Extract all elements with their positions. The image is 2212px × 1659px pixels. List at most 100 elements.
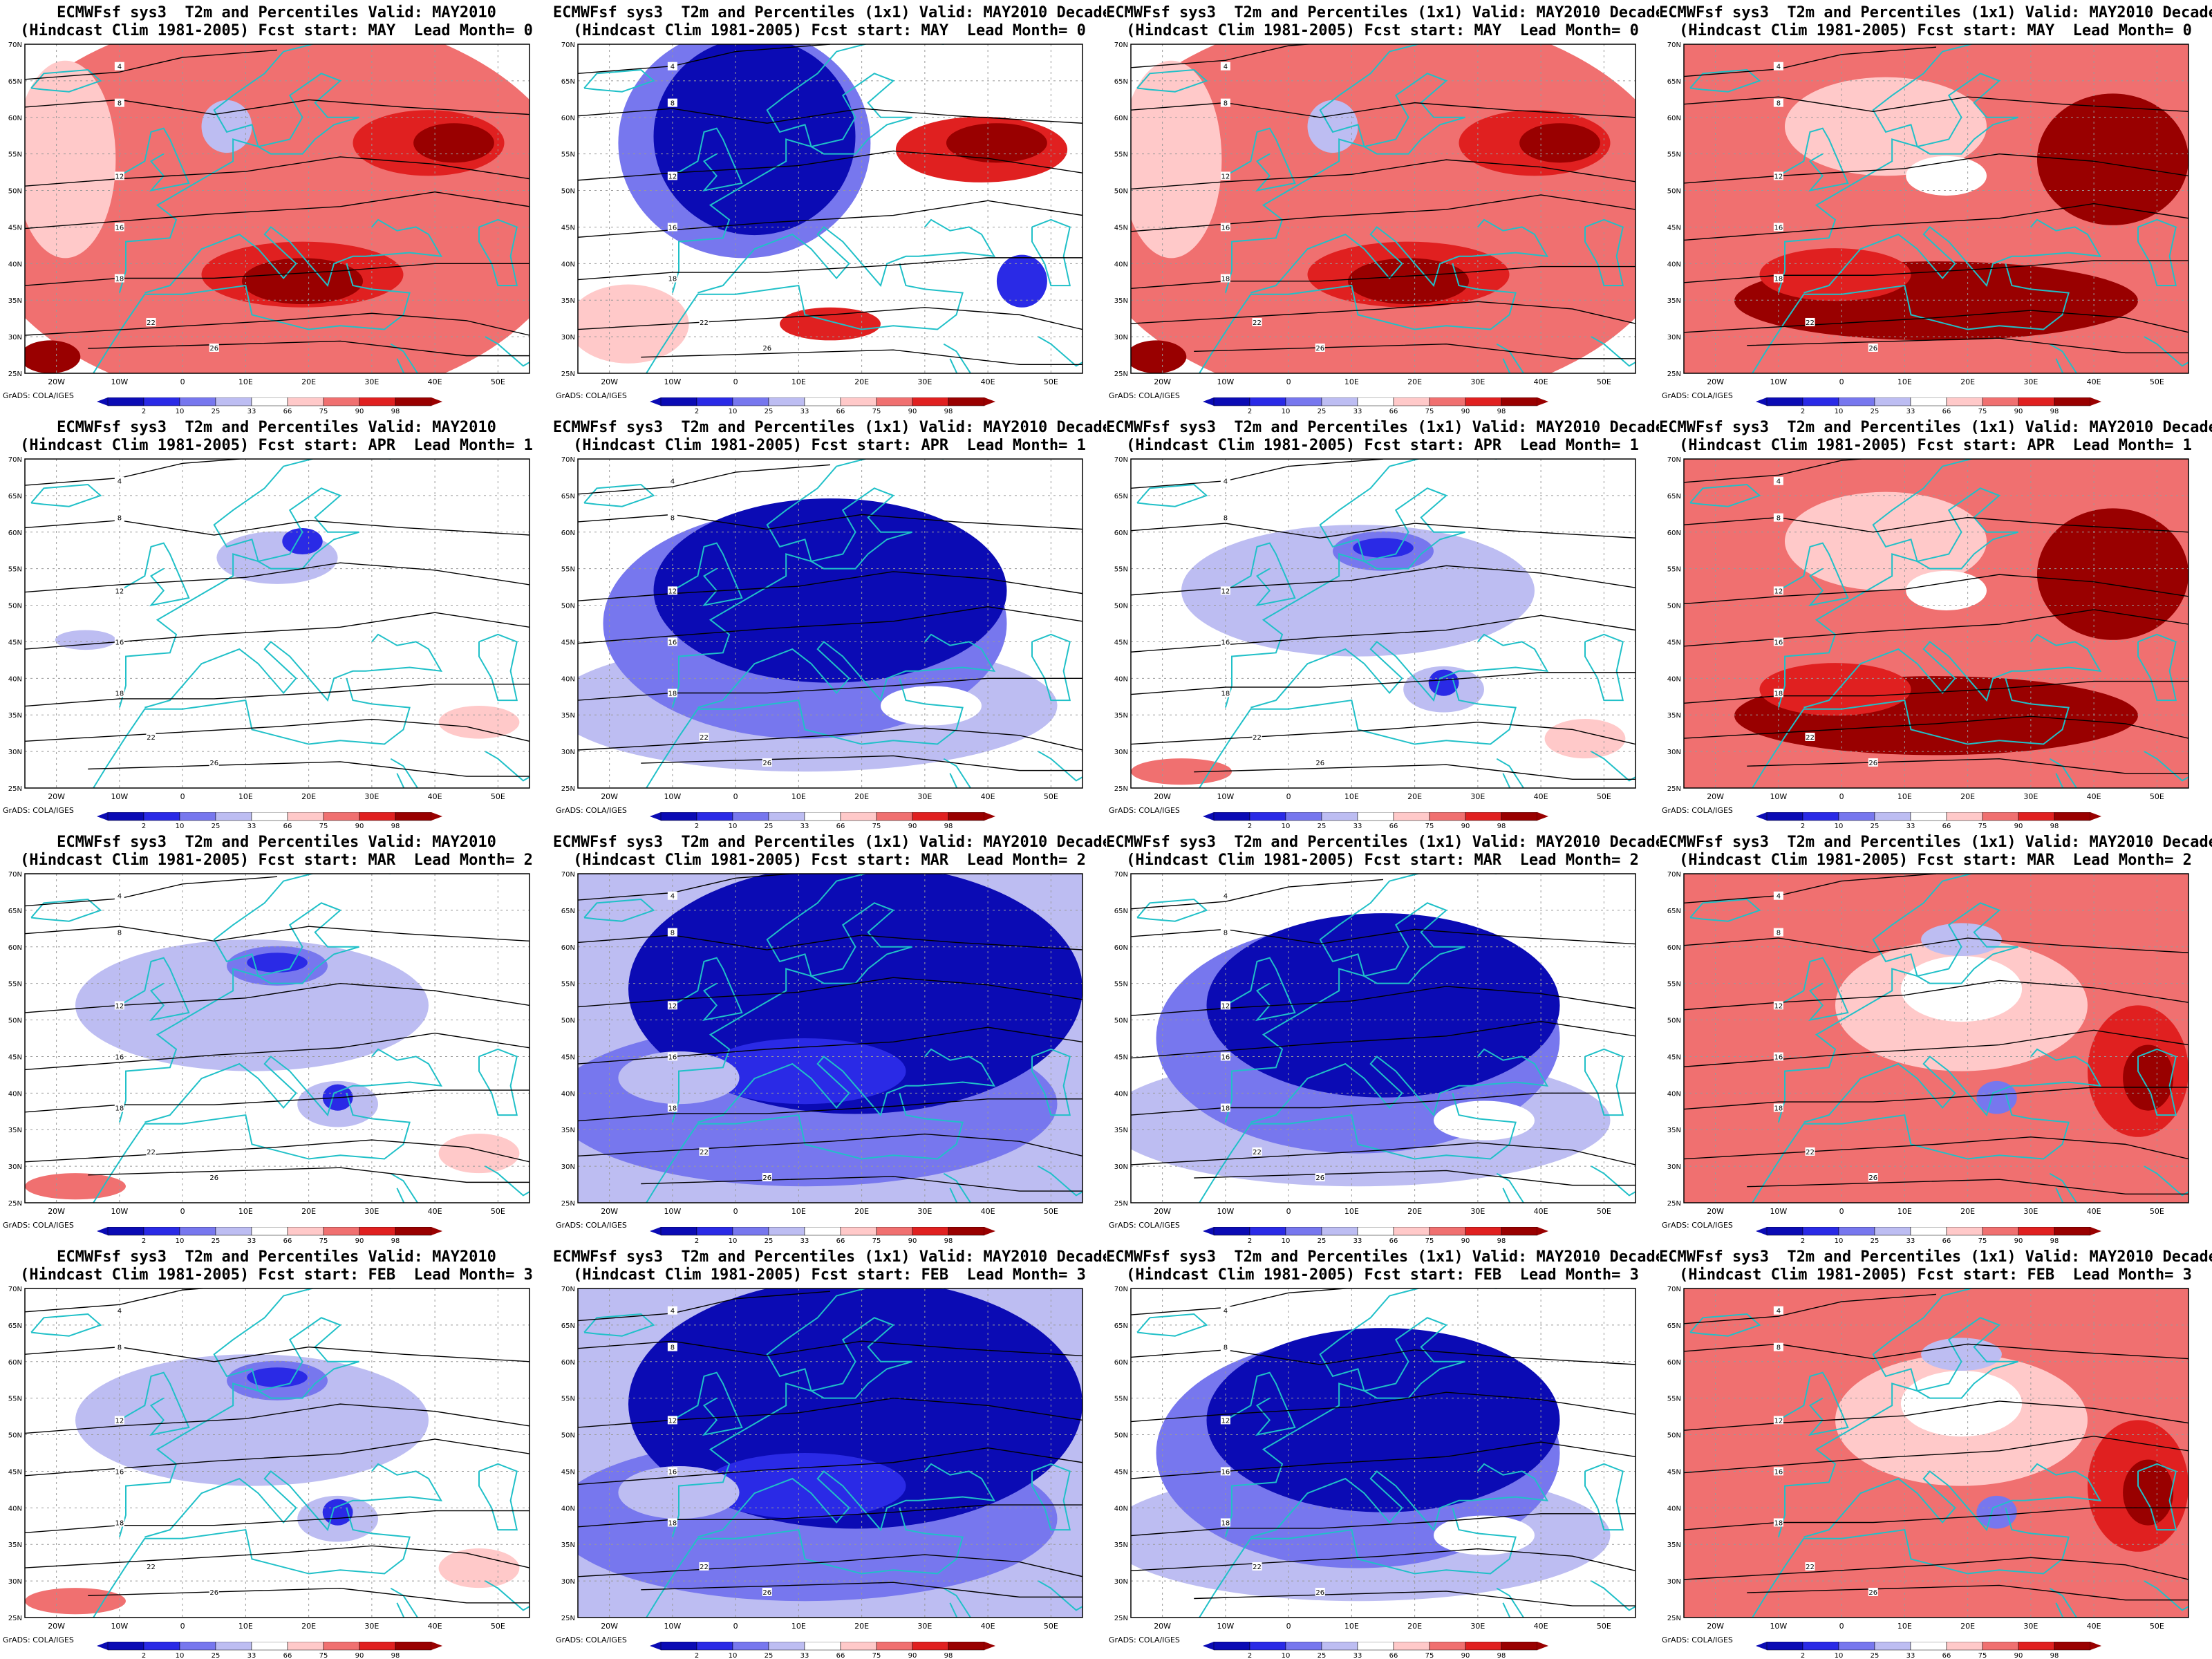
percentile-shading	[1519, 123, 1600, 163]
colorbar-label: 25	[1871, 823, 1880, 829]
longitude-label: 50E	[491, 377, 505, 386]
colorbar-label: 75	[1425, 408, 1434, 414]
colorbar-segment	[2054, 1227, 2091, 1236]
colorbar: 2 10 25 33 66 75 90 98	[650, 1227, 995, 1244]
map-frame	[1683, 458, 2189, 789]
colorbar-segment	[1393, 812, 1430, 821]
temperature-contour	[641, 1176, 1082, 1192]
colorbar-arrow-high	[2090, 397, 2101, 406]
contour-label: 16	[1774, 224, 1783, 232]
latitude-label: 50N	[1667, 188, 1681, 196]
colorbar-label: 10	[729, 408, 738, 414]
coastline	[2144, 336, 2188, 367]
colorbar-segment	[1802, 397, 1839, 406]
colorbar-label: 66	[836, 1237, 845, 1244]
colorbar: 2 10 25 33 66 75 90 98	[650, 812, 995, 829]
contour-label: 26	[762, 1589, 771, 1597]
contour-label: 12	[115, 1417, 124, 1425]
colorbar-segment	[1802, 1642, 1839, 1651]
temperature-contour	[1684, 1507, 2188, 1530]
coastline	[478, 633, 518, 702]
latitude-label: 40N	[8, 261, 22, 268]
contour-label-bg	[1773, 171, 1783, 180]
temperature-contour	[25, 876, 278, 907]
colorbar-segment	[1501, 397, 1538, 406]
coastline	[2049, 758, 2078, 788]
latitude-label: 55N	[561, 151, 575, 159]
colorbar-label: 25	[1318, 1652, 1327, 1658]
coastline	[390, 343, 419, 373]
colorbar-label: 25	[1871, 1237, 1880, 1244]
latitude-label: 70N	[561, 1286, 575, 1293]
colorbar-label: 10	[1835, 823, 1844, 829]
contour-label-bg	[114, 891, 124, 900]
colorbar-segment	[1802, 1227, 1839, 1236]
colorbar-label: 2	[695, 1237, 699, 1244]
colorbar-label: 98	[2050, 1652, 2059, 1658]
colorbar-label: 33	[800, 1237, 809, 1244]
contour-label: 12	[115, 173, 124, 180]
longitude-label: 20E	[301, 377, 316, 386]
colorbar-label: 90	[908, 1652, 917, 1658]
colorbar-label: 66	[283, 408, 292, 414]
contour-label-bg	[1220, 1001, 1230, 1010]
colorbar-segment	[143, 1642, 180, 1651]
longitude-label: 50E	[1597, 377, 1611, 386]
percentile-shading	[2123, 1044, 2174, 1111]
coastline	[2049, 343, 2078, 373]
temperature-contour	[578, 1340, 1082, 1357]
contour-label-bg	[1252, 732, 1262, 741]
map-panel: ECMWFsf sys3 T2m and Percentiles (1x1) V…	[553, 415, 1106, 830]
colorbar-segment	[840, 397, 877, 406]
map-frame	[1130, 873, 1636, 1203]
longitude-label: 50E	[2150, 792, 2164, 801]
coastline	[1224, 1288, 1497, 1537]
colorbar-label: 98	[2050, 823, 2059, 829]
longitude-label: 0	[1839, 377, 1844, 386]
map-panel: ECMWFsf sys3 T2m and Percentiles (1x1) V…	[1106, 830, 1659, 1244]
percentile-shading	[2037, 93, 2188, 225]
contour-label: 18	[1774, 1519, 1783, 1527]
colorbar: 2 10 25 33 66 75 90 98	[1756, 812, 2101, 829]
colorbar-segment	[1321, 1642, 1358, 1651]
colorbar-label: 25	[765, 1237, 774, 1244]
colorbar-segment	[251, 812, 288, 821]
temperature-contour	[1131, 1092, 1635, 1116]
temperature-contour	[25, 1139, 529, 1163]
colorbar-label: 66	[1942, 1237, 1951, 1244]
panel-title: ECMWFsf sys3 T2m and Percentiles Valid: …	[0, 1248, 553, 1284]
latitude-label: 55N	[1667, 981, 1681, 988]
contour-label-bg	[667, 891, 677, 900]
longitude-label: 10W	[1217, 792, 1234, 801]
contour-label: 4	[1777, 893, 1781, 901]
temperature-contour	[1684, 980, 2188, 1011]
longitude-label: 0	[733, 792, 738, 801]
latitude-label: 25N	[1114, 371, 1128, 378]
panel-title-line2: (Hindcast Clim 1981-2005) Fcst start: MA…	[20, 22, 533, 39]
map-panel: ECMWFsf sys3 T2m and Percentiles (1x1) V…	[1106, 1244, 1659, 1659]
longitude-label: 10W	[111, 377, 128, 386]
contour-label-bg	[667, 476, 677, 485]
percentile-shading	[25, 1173, 126, 1200]
longitude-label: 10W	[1770, 377, 1787, 386]
percentile-shading	[1131, 340, 1187, 373]
colorbar-label: 10	[176, 408, 185, 414]
longitude-label: 30E	[2023, 377, 2038, 386]
coastline	[478, 1463, 518, 1531]
longitude-label: 20W	[48, 792, 65, 801]
colorbar-segment	[912, 812, 949, 821]
colorbar-label: 10	[176, 823, 185, 829]
contour-label: 16	[1774, 1053, 1783, 1061]
temperature-contour	[25, 263, 529, 286]
longitude-label: 30E	[2023, 1622, 2038, 1631]
contour-label: 12	[1774, 588, 1783, 595]
temperature-contour	[25, 1545, 529, 1568]
colorbar-segment	[143, 1227, 180, 1236]
colorbar-segment	[2054, 1642, 2091, 1651]
colorbar-segment	[840, 1227, 877, 1236]
colorbar-segment	[1285, 1227, 1322, 1236]
panel-title: ECMWFsf sys3 T2m and Percentiles (1x1) V…	[1659, 834, 2212, 870]
temperature-contour	[1684, 310, 2188, 333]
colorbar-label: 98	[1497, 408, 1506, 414]
contour-label-bg	[114, 1052, 124, 1061]
